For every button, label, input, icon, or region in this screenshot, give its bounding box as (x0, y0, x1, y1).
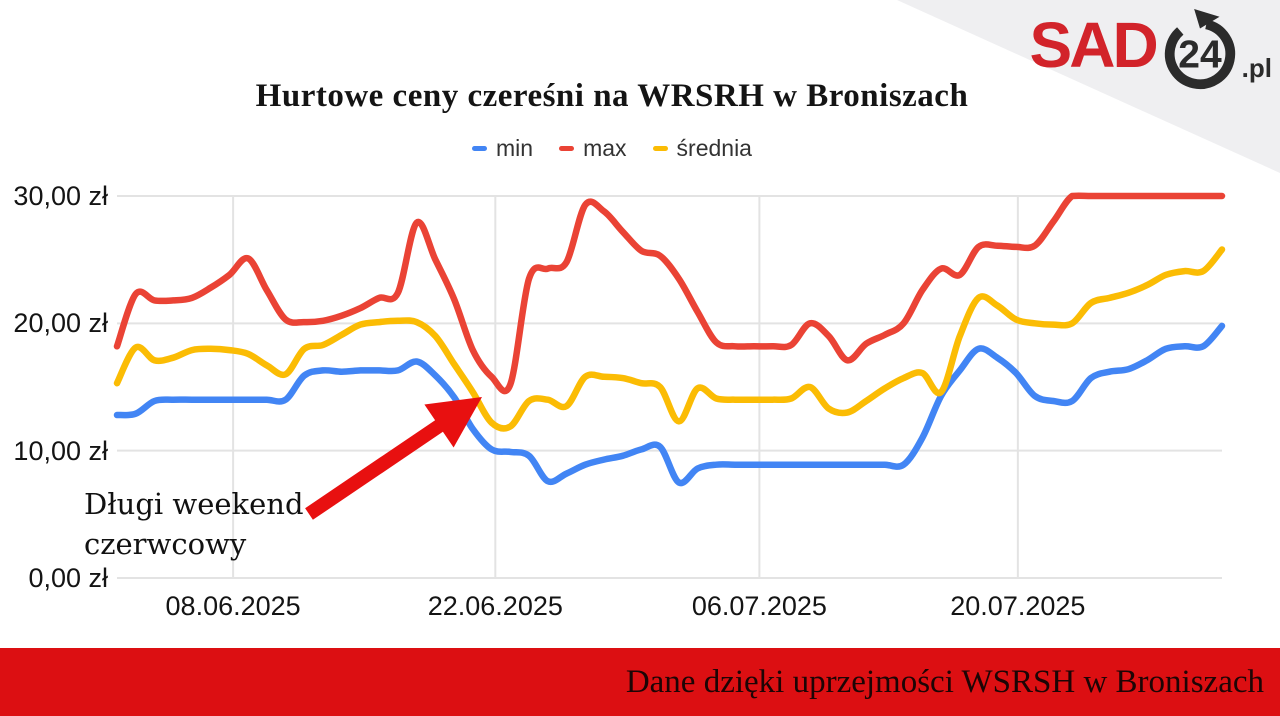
chart-legend: min max średnia (0, 135, 1224, 162)
series-line-max (113, 192, 1226, 395)
footer-bar: Dane dzięki uprzejmości WSRSH w Bronisza… (0, 648, 1280, 716)
logo-24-circular-arrow-icon: 24 (1164, 9, 1235, 90)
logo-text-sad: SAD (1029, 9, 1159, 81)
annotation-line2: czerwcowy (84, 527, 247, 561)
logo-arrowhead (1193, 9, 1220, 29)
footer-credit-text: Dane dzięki uprzejmości WSRSH w Bronisza… (625, 664, 1264, 700)
legend-label-srednia: średnia (676, 135, 752, 161)
legend-item-min: min (472, 135, 533, 162)
y-axis-tick-label-0: 0,00 zł (28, 563, 108, 593)
x-axis-tick-label-4: 20.07.2025 (950, 591, 1086, 621)
series-line-min (113, 322, 1226, 487)
y-axis-tick-label-20: 20,00 zł (13, 308, 108, 339)
legend-label-max: max (583, 135, 627, 161)
legend-dash-max-icon (559, 146, 575, 151)
legend-item-srednia: średnia (652, 135, 752, 162)
legend-item-max: max (559, 135, 627, 162)
annotation-arrow (305, 397, 482, 520)
logo-tld: .pl (1241, 53, 1272, 83)
chart-title: Hurtowe ceny czereśni na WRSRH w Bronisz… (255, 78, 969, 114)
series-lines (113, 192, 1226, 487)
x-axis-tick-label-3: 06.07.2025 (691, 591, 827, 621)
sad24-logo[interactable]: SAD 24 .pl (1030, 6, 1272, 92)
y-axis-tick-label-10: 10,00 zł (13, 435, 108, 466)
y-axis-tick-label-30: 30,00 zł (13, 181, 108, 211)
annotation-text: Długi weekend czerwcowy (84, 484, 304, 564)
logo-number: 24 (1178, 34, 1222, 77)
legend-label-min: min (496, 135, 534, 161)
legend-dash-srednia-icon (652, 146, 668, 151)
annotation-line1: Długi weekend (84, 487, 304, 521)
legend-dash-min-icon (472, 146, 488, 151)
series-line-średnia (113, 246, 1226, 432)
x-axis-tick-label-1: 08.06.2025 (165, 591, 301, 621)
x-axis-tick-label-2: 22.06.2025 (427, 591, 563, 621)
